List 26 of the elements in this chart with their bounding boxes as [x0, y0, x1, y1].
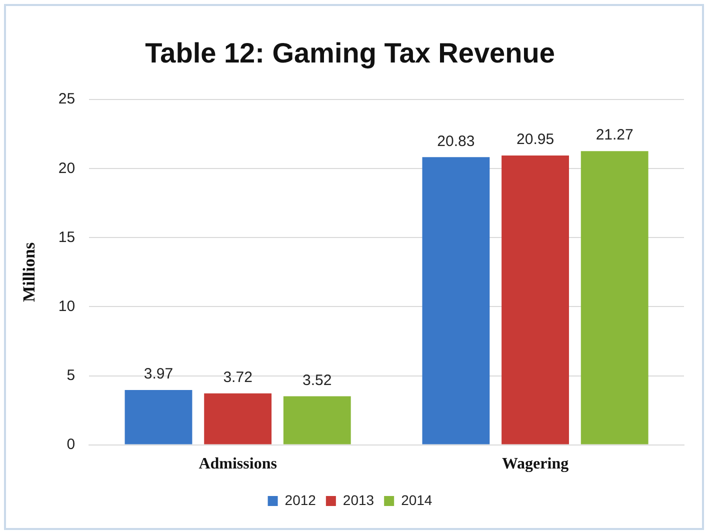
legend-label: 2012 — [284, 492, 316, 508]
y-axis-title: Millions — [20, 242, 39, 302]
bar — [204, 393, 272, 444]
legend-label: 2014 — [401, 492, 432, 508]
legend-label: 2013 — [342, 492, 374, 508]
y-tick-label: 25 — [58, 90, 76, 108]
data-label: 20.95 — [516, 131, 554, 148]
x-tick-label: Wagering — [502, 456, 569, 473]
data-label: 21.27 — [596, 126, 634, 144]
y-tick-label: 5 — [66, 366, 76, 384]
bar — [422, 157, 490, 444]
chart-frame: Millions 2012 2013 2014 Table 12: Gaming Tax Revenue Admissions Wagering 0 5 10 15 20 25 3.97 20.83 3.72 20.95 3.52 21.27 — [4, 4, 704, 530]
bar — [502, 156, 569, 444]
bar — [283, 396, 351, 444]
data-label: 20.83 — [437, 132, 475, 150]
data-label: 3.52 — [302, 372, 332, 389]
y-tick-label: 0 — [66, 436, 76, 453]
data-label: 3.97 — [144, 366, 174, 383]
bar — [124, 390, 192, 444]
x-tick-label: Admissions — [198, 456, 277, 473]
y-tick-label: 10 — [58, 298, 76, 315]
chart-title: Table 12: Gaming Tax Revenue — [145, 38, 555, 69]
y-tick-label: 20 — [58, 160, 76, 177]
y-tick-label: 15 — [58, 228, 76, 246]
data-label: 3.72 — [223, 369, 252, 386]
bar — [580, 151, 648, 444]
